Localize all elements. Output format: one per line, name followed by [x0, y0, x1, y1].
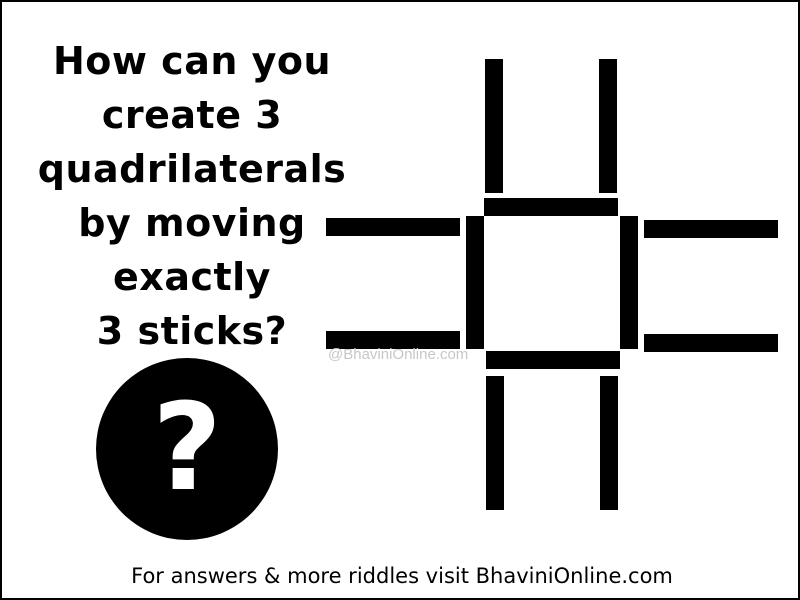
question-line-2: create 3 — [101, 93, 283, 137]
stick-square-top — [484, 198, 618, 216]
question-line-1: How can you — [52, 39, 332, 83]
riddle-question: How can you create 3 quadrilaterals by m… — [12, 34, 372, 358]
stick-square-left — [466, 216, 484, 349]
question-line-6: 3 sticks? — [96, 309, 288, 353]
question-mark-glyph: ? — [152, 379, 222, 518]
stick-bottom-right — [600, 376, 618, 510]
question-mark-icon: ? — [96, 358, 278, 540]
stick-square-bottom — [486, 351, 620, 369]
stick-square-right — [620, 216, 638, 349]
stick-left-lower — [326, 331, 460, 349]
watermark: @BhaviniOnline.com — [328, 346, 469, 363]
question-line-4: by moving — [78, 201, 306, 245]
stick-left-upper — [326, 218, 460, 236]
stick-top-left — [485, 59, 503, 193]
stick-bottom-left — [486, 376, 504, 510]
stick-right-lower — [644, 334, 778, 352]
stick-right-upper — [644, 220, 778, 238]
question-line-3: quadrilaterals — [37, 147, 347, 191]
question-line-5: exactly — [113, 255, 271, 299]
footer-caption: For answers & more riddles visit Bhavini… — [131, 564, 673, 588]
stick-top-right — [599, 59, 617, 193]
